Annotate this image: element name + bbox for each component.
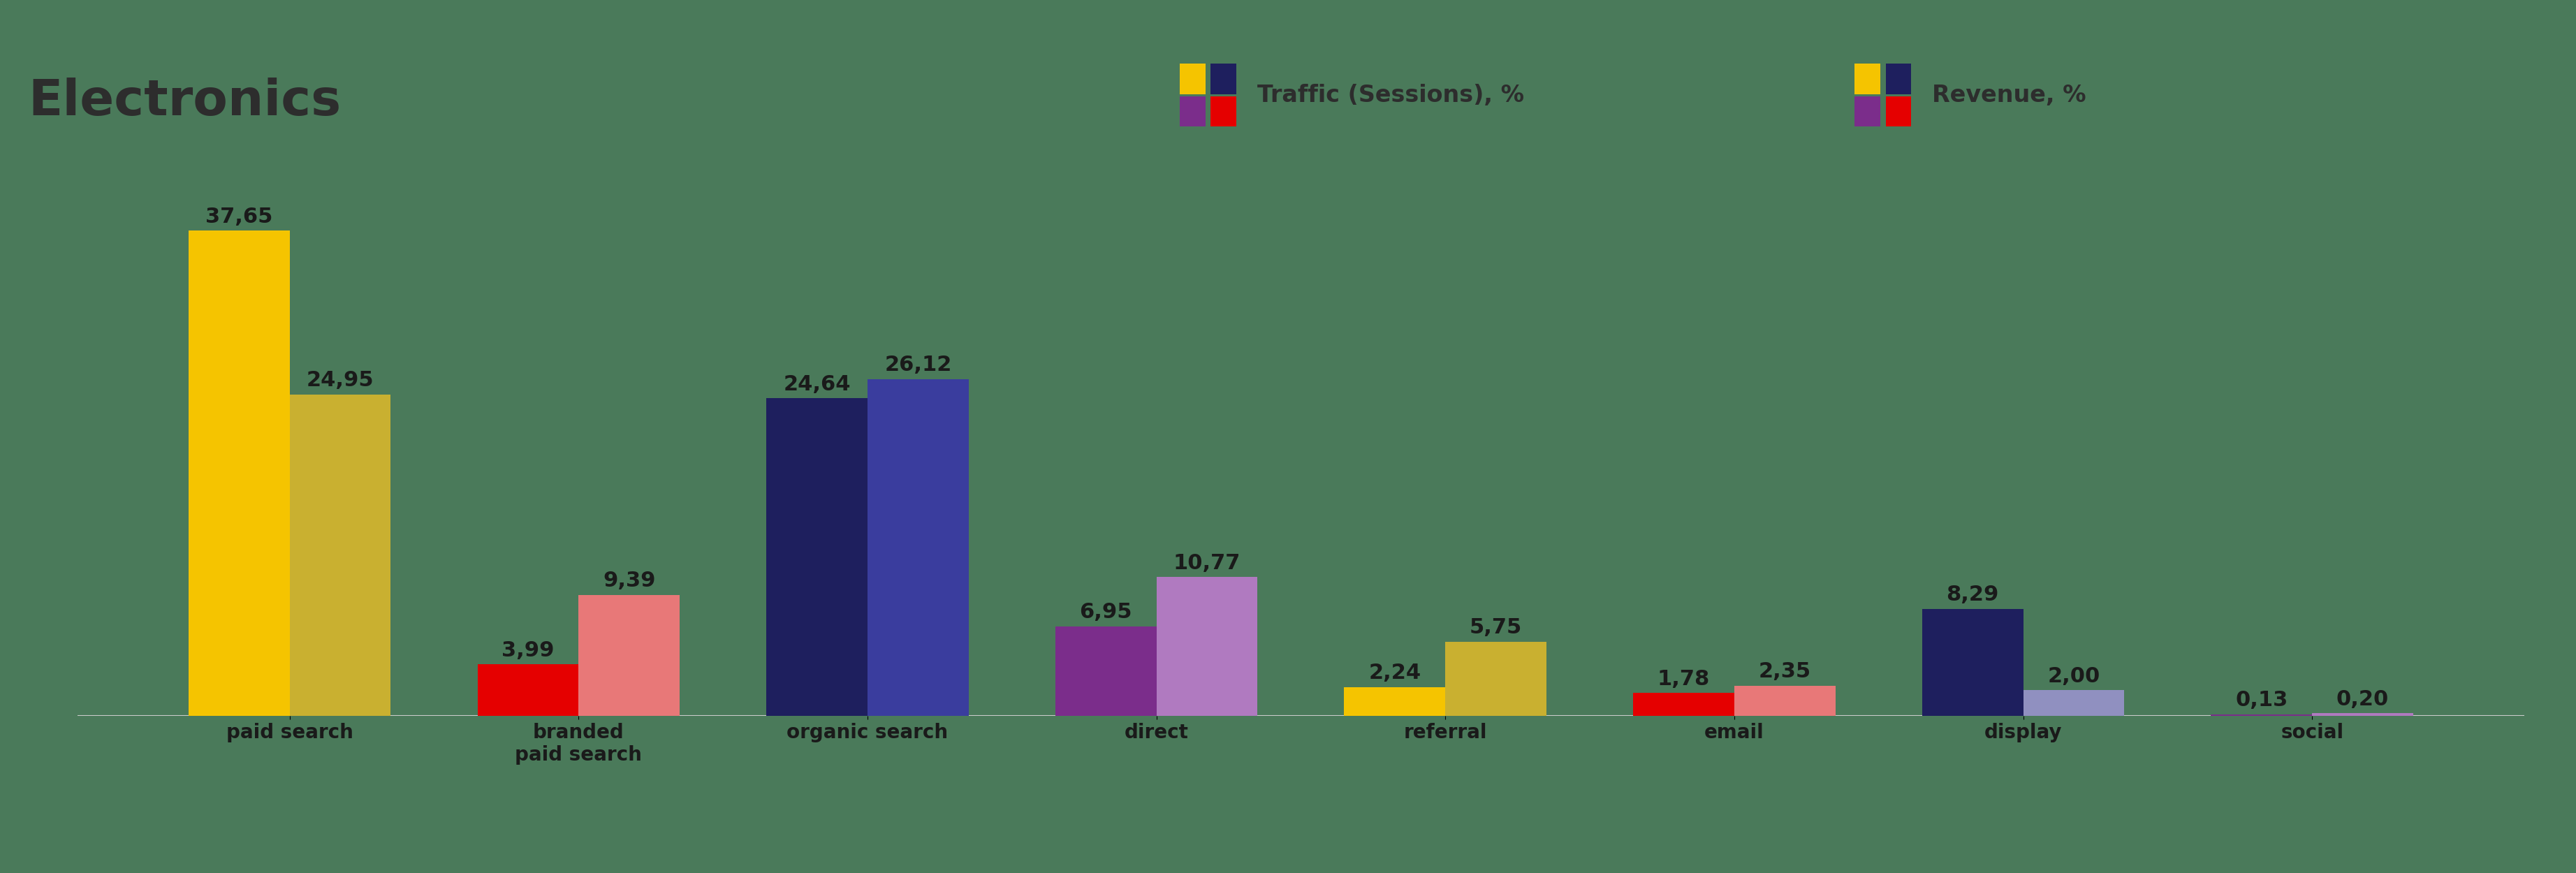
Text: 9,39: 9,39 [603,571,654,591]
Text: Traffic (Sessions), %: Traffic (Sessions), % [1257,84,1525,107]
Bar [1445,642,1546,716]
Bar [580,595,680,716]
Text: 5,75: 5,75 [1471,617,1522,638]
Text: 0,20: 0,20 [2336,689,2388,710]
Text: 2,00: 2,00 [2048,666,2099,686]
Bar [289,395,392,716]
Text: 8,29: 8,29 [1947,585,1999,605]
Text: 6,95: 6,95 [1079,602,1133,622]
Bar [1056,626,1157,716]
Bar [2210,714,2313,716]
Text: Revenue, %: Revenue, % [1932,84,2087,107]
Bar [2313,713,2414,716]
Text: 3,99: 3,99 [502,640,554,661]
Text: 10,77: 10,77 [1172,553,1242,574]
Text: Electronics: Electronics [28,77,343,126]
Bar [868,379,969,716]
Text: 2,35: 2,35 [1759,662,1811,682]
Bar [1157,577,1257,716]
Bar [2022,690,2125,716]
Text: 37,65: 37,65 [206,207,273,227]
Text: 2,24: 2,24 [1368,663,1422,684]
Text: 0,13: 0,13 [2236,690,2287,711]
Text: 26,12: 26,12 [884,355,951,375]
Text: 1,78: 1,78 [1656,669,1710,689]
Bar [477,664,580,716]
Bar [188,230,289,716]
Bar [1734,685,1834,716]
Bar [1345,687,1445,716]
Text: 24,64: 24,64 [783,375,850,395]
Bar [768,398,868,716]
Bar [1922,609,2022,716]
Bar [1633,693,1734,716]
Text: 24,95: 24,95 [307,370,374,390]
